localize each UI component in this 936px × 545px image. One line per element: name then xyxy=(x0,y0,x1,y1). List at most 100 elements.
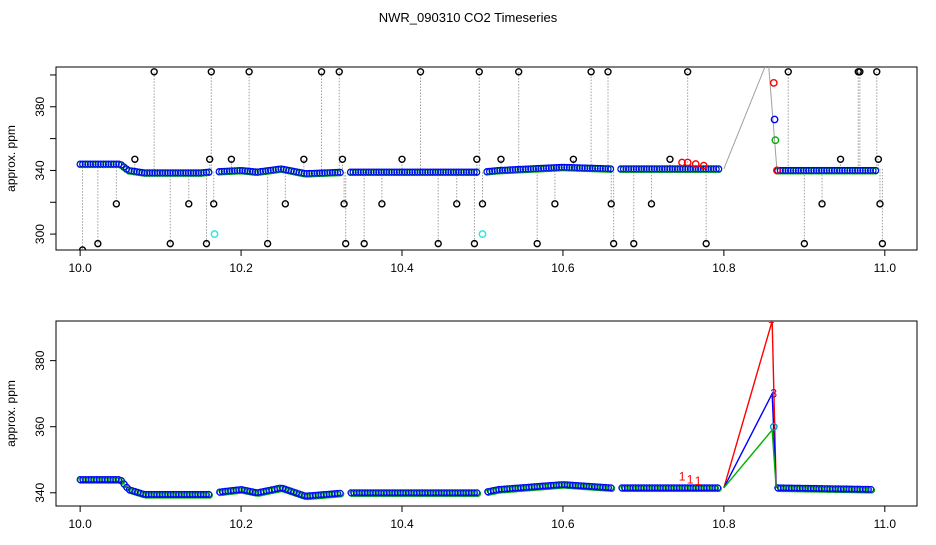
x-tick-label: 10.6 xyxy=(551,261,575,275)
x-tick-label: 10.4 xyxy=(390,261,414,275)
cyan-point xyxy=(210,230,219,239)
blue-point xyxy=(488,167,496,175)
black-point xyxy=(475,68,483,76)
blue-point xyxy=(532,165,540,173)
black-point xyxy=(112,200,121,208)
black-point xyxy=(416,68,425,76)
x-tick-label: 10.0 xyxy=(68,517,92,531)
black-point xyxy=(281,200,290,208)
black-point xyxy=(398,155,406,163)
x-tick-label: 10.2 xyxy=(229,261,253,275)
marker-label: 1 xyxy=(695,474,702,488)
blue-point xyxy=(202,168,210,176)
black-point xyxy=(609,239,618,248)
x-tick-label: 10.8 xyxy=(712,517,736,531)
black-point xyxy=(150,68,158,76)
black-point xyxy=(647,200,656,208)
blue-point xyxy=(470,489,478,497)
black-point xyxy=(604,68,612,76)
blue-point xyxy=(607,484,615,492)
blue-point xyxy=(498,166,506,174)
blue-point xyxy=(519,165,527,173)
black-point xyxy=(587,68,595,76)
blue-point xyxy=(514,165,522,174)
black-point xyxy=(341,239,350,248)
red-point xyxy=(691,160,700,168)
black-point xyxy=(434,239,442,248)
green-point xyxy=(274,485,282,493)
black-point xyxy=(630,239,638,248)
blue-point xyxy=(331,168,339,176)
blue-point xyxy=(272,166,280,174)
black-point xyxy=(533,239,541,248)
y-tick-label: 380 xyxy=(33,350,47,370)
blue-point xyxy=(540,164,548,172)
black-point xyxy=(227,155,236,163)
blue-point xyxy=(333,489,341,498)
blue-point xyxy=(316,169,324,177)
blue-point xyxy=(197,169,205,177)
blue-point xyxy=(336,168,344,176)
blue-point xyxy=(473,168,481,176)
blue-point xyxy=(711,484,719,492)
black-point xyxy=(856,68,864,76)
blue-point xyxy=(501,166,509,174)
blue-point xyxy=(256,168,264,176)
marker-label: 3 xyxy=(770,387,777,401)
blue-point xyxy=(261,167,270,175)
blue-point xyxy=(225,167,234,175)
spike-peak-label: 1 xyxy=(768,312,775,326)
blue-point xyxy=(326,169,334,177)
blue-point xyxy=(545,164,553,172)
blue-point xyxy=(231,167,239,175)
black-point xyxy=(514,68,523,76)
green-point xyxy=(474,490,482,498)
black-point xyxy=(569,155,578,163)
blue-point xyxy=(233,167,241,175)
blue-point xyxy=(228,167,236,175)
blue-point xyxy=(491,167,499,175)
green-point xyxy=(337,490,345,498)
black-point xyxy=(300,155,308,163)
black-point xyxy=(207,68,216,76)
black-point xyxy=(551,200,559,208)
blue-point xyxy=(334,168,342,176)
blue-point xyxy=(527,165,535,173)
green-point xyxy=(868,486,876,494)
black-point xyxy=(874,155,883,163)
x-tick-label: 11.0 xyxy=(874,261,897,275)
blue-point xyxy=(547,164,555,172)
blue-point xyxy=(506,166,514,174)
figure-title: NWR_090310 CO2 Timeseries xyxy=(379,10,558,25)
blue-point xyxy=(864,485,872,493)
blue-point xyxy=(522,165,530,173)
blue-point xyxy=(715,165,723,173)
blue-point xyxy=(555,163,563,171)
black-point xyxy=(360,239,368,248)
black-point xyxy=(185,200,193,208)
blue-point xyxy=(215,167,223,176)
blue-point xyxy=(323,169,331,177)
blue-point xyxy=(542,164,550,172)
black-point xyxy=(473,155,481,163)
x-tick-label: 10.0 xyxy=(68,261,92,275)
blue-point xyxy=(269,166,277,174)
y-axis-label: approx. ppm xyxy=(4,380,18,447)
y-tick-label: 340 xyxy=(33,160,47,180)
x-tick-label: 10.8 xyxy=(712,261,736,275)
black-point xyxy=(245,68,253,76)
black-point xyxy=(666,155,674,163)
blue-point xyxy=(200,168,208,177)
green-point xyxy=(714,485,722,493)
blue-spike-point xyxy=(770,115,779,124)
green-point xyxy=(206,491,214,499)
black-point xyxy=(876,200,884,208)
blue-point xyxy=(537,164,545,172)
spike-series-line xyxy=(723,391,777,489)
blue-point xyxy=(321,169,329,177)
x-tick-label: 10.2 xyxy=(229,517,253,531)
blue-point xyxy=(529,165,537,173)
black-point xyxy=(338,155,347,163)
y-tick-label: 380 xyxy=(33,96,47,116)
green-spike-point xyxy=(771,136,780,145)
